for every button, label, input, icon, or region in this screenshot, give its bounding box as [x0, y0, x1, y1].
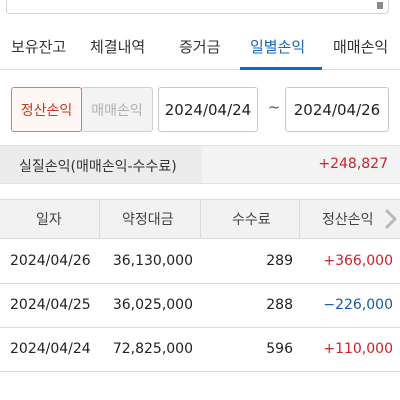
chevron-right-icon[interactable] [384, 208, 398, 230]
table-row[interactable]: 2024/04/26 36,130,000 289 +366,000 [0, 240, 400, 284]
summary-label: 실질손익(매매손익-수수료) [19, 159, 177, 175]
settlement-pnl-button[interactable]: 정산손익 [11, 87, 82, 132]
top-frame-marker [377, 2, 383, 9]
end-date-field[interactable]: 2024/04/26 [285, 87, 389, 132]
row-date: 2024/04/25 [10, 297, 91, 313]
row-fee: 288 [266, 297, 293, 313]
row-contract-amount: 36,025,000 [112, 297, 193, 313]
active-tab-indicator [240, 67, 322, 70]
header-fee: 수수료 [232, 212, 271, 228]
header-divider [99, 200, 100, 238]
tab-executions[interactable]: 체결내역 [90, 38, 146, 56]
summary-value: +248,827 [318, 156, 388, 172]
realized-pnl-summary: 실질손익(매매손익-수수료) +248,827 [0, 145, 400, 184]
tab-trading-pnl[interactable]: 매매손익 [333, 38, 389, 56]
start-date-field[interactable]: 2024/04/24 [158, 87, 258, 132]
row-settlement-pnl: +366,000 [323, 253, 393, 269]
tab-holdings[interactable]: 보유잔고 [11, 38, 67, 56]
header-divider [299, 200, 300, 238]
table-header: 일자 약정대금 수수료 정산손익 [0, 199, 400, 239]
tab-margin[interactable]: 증거금 [179, 38, 221, 56]
header-settlement-pnl: 정산손익 [322, 212, 374, 228]
date-range-separator: ~ [267, 98, 281, 116]
top-frame-box [6, 0, 389, 14]
row-settlement-pnl: −226,000 [323, 297, 393, 313]
row-fee: 596 [266, 341, 293, 357]
header-date: 일자 [36, 212, 62, 228]
table-row[interactable]: 2024/04/25 36,025,000 288 −226,000 [0, 284, 400, 328]
row-date: 2024/04/24 [10, 341, 91, 357]
pnl-type-segment: 정산손익 매매손익 [11, 87, 153, 132]
row-fee: 289 [266, 253, 293, 269]
header-divider [200, 200, 201, 238]
header-contract-amount: 약정대금 [122, 212, 174, 228]
row-date: 2024/04/26 [10, 253, 91, 269]
row-settlement-pnl: +110,000 [323, 341, 393, 357]
top-frame-fragment [0, 0, 400, 16]
tab-daily-pnl[interactable]: 일별손익 [250, 38, 306, 56]
summary-label-cell [0, 146, 202, 183]
row-contract-amount: 72,825,000 [112, 341, 193, 357]
trading-pnl-button[interactable]: 매매손익 [81, 87, 153, 132]
table-row[interactable]: 2024/04/24 72,825,000 596 +110,000 [0, 328, 400, 372]
row-contract-amount: 36,130,000 [112, 253, 193, 269]
tab-bar: 보유잔고 체결내역 증거금 일별손익 매매손익 [0, 24, 400, 70]
